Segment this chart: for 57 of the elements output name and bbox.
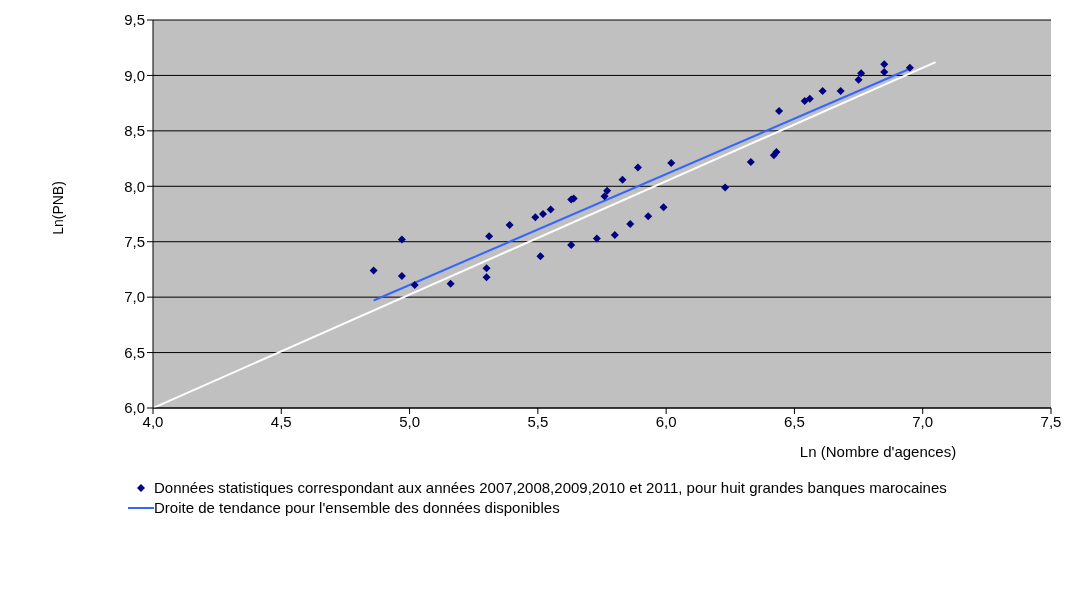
y-tick-label: 8,5 — [124, 122, 145, 140]
point — [567, 241, 576, 250]
point — [775, 106, 784, 115]
point — [482, 264, 491, 273]
point — [485, 232, 494, 241]
point — [854, 75, 863, 84]
point — [546, 205, 555, 214]
point — [538, 210, 547, 218]
y-tick-label: 7,0 — [124, 288, 145, 306]
legend-label: Données statistiques correspondant aux années 2007,2008,2009,2010 et 2011, pour huit grandes banques marocaines — [154, 478, 947, 498]
point — [772, 147, 781, 156]
x-tick-label: 7,5 — [1040, 412, 1062, 430]
point — [410, 280, 419, 289]
point — [857, 69, 866, 78]
y-tick-label: 7,5 — [124, 233, 145, 251]
point — [600, 192, 609, 201]
x-tick-label: 4,0 — [142, 412, 164, 430]
x-tick-label: 5,0 — [399, 412, 420, 430]
point — [531, 213, 540, 222]
point — [818, 86, 827, 95]
y-tick-label: 6,5 — [124, 343, 145, 361]
point — [505, 221, 514, 230]
x-tick-label: 4,5 — [270, 412, 292, 430]
point — [746, 157, 755, 166]
point — [880, 68, 889, 77]
point — [397, 235, 406, 244]
legend-label: Droite de tendance pour l'ensemble des données disponibles — [154, 498, 560, 518]
point — [633, 163, 642, 172]
point — [880, 60, 889, 69]
point — [610, 231, 619, 240]
point — [721, 183, 730, 192]
point — [626, 219, 635, 228]
point — [836, 86, 845, 95]
y-tick-label: 8,0 — [124, 177, 145, 195]
point — [805, 94, 814, 103]
point — [397, 272, 406, 281]
x-tick-label: 7,0 — [912, 412, 934, 430]
point — [369, 266, 378, 275]
y-tick-label: 9,5 — [124, 11, 145, 29]
y-tick-label: 9,0 — [124, 66, 145, 84]
x-tick-label: 5,5 — [527, 412, 549, 430]
point — [905, 63, 914, 72]
x-tick-label: 6,5 — [784, 412, 805, 430]
point — [482, 273, 491, 282]
point — [446, 279, 455, 288]
x-tick-label: 6,0 — [655, 412, 677, 430]
point — [644, 212, 653, 221]
x-axis-title: Ln (Nombre d'agences) — [798, 443, 958, 460]
point — [603, 186, 612, 195]
y-tick-label: 6,0 — [124, 399, 145, 417]
point — [592, 234, 601, 243]
y-axis-title: Ln(PNB) — [50, 181, 66, 235]
point — [659, 203, 668, 212]
point — [667, 159, 676, 168]
point — [800, 96, 809, 105]
point — [618, 175, 627, 184]
point — [536, 252, 545, 261]
